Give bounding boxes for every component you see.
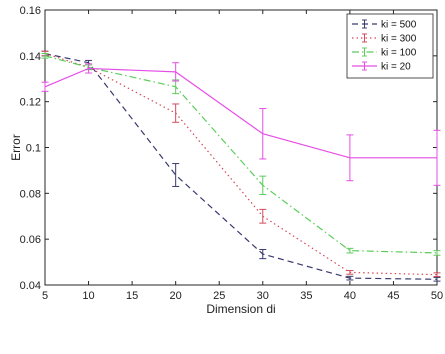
legend-label-1: ki = 300 — [381, 34, 417, 45]
x-tick-label: 45 — [387, 290, 399, 302]
x-tick-label: 35 — [300, 290, 312, 302]
series-line-0 — [44, 52, 438, 280]
legend-label-2: ki = 100 — [381, 48, 417, 59]
x-tick-label: 10 — [82, 290, 94, 302]
legend-box — [346, 13, 434, 79]
x-tick-label: 30 — [257, 290, 269, 302]
y-tick-label: 0.16 — [20, 5, 41, 17]
y-tick-label: 0.04 — [20, 280, 41, 292]
series-line-3 — [44, 67, 437, 159]
x-tick-label: 50 — [431, 290, 443, 302]
legend-label-3: ki = 20 — [381, 62, 411, 73]
x-axis-label: Dimension di — [206, 302, 275, 316]
y-tick-label: 0.12 — [20, 97, 41, 109]
x-tick-label: 20 — [170, 290, 182, 302]
series-line-1 — [44, 52, 438, 276]
x-tick-label: 5 — [42, 290, 48, 302]
x-tick-label: 15 — [126, 290, 138, 302]
y-tick-label: 0.1 — [26, 143, 41, 155]
x-tick-label: 40 — [344, 290, 356, 302]
legend-label-0: ki = 500 — [381, 20, 417, 31]
y-tick-label: 0.14 — [20, 51, 41, 63]
x-tick-label: 25 — [213, 290, 225, 302]
y-tick-label: 0.06 — [20, 234, 41, 246]
y-tick-label: 0.08 — [20, 188, 41, 200]
y-axis-label: Error — [9, 134, 23, 161]
